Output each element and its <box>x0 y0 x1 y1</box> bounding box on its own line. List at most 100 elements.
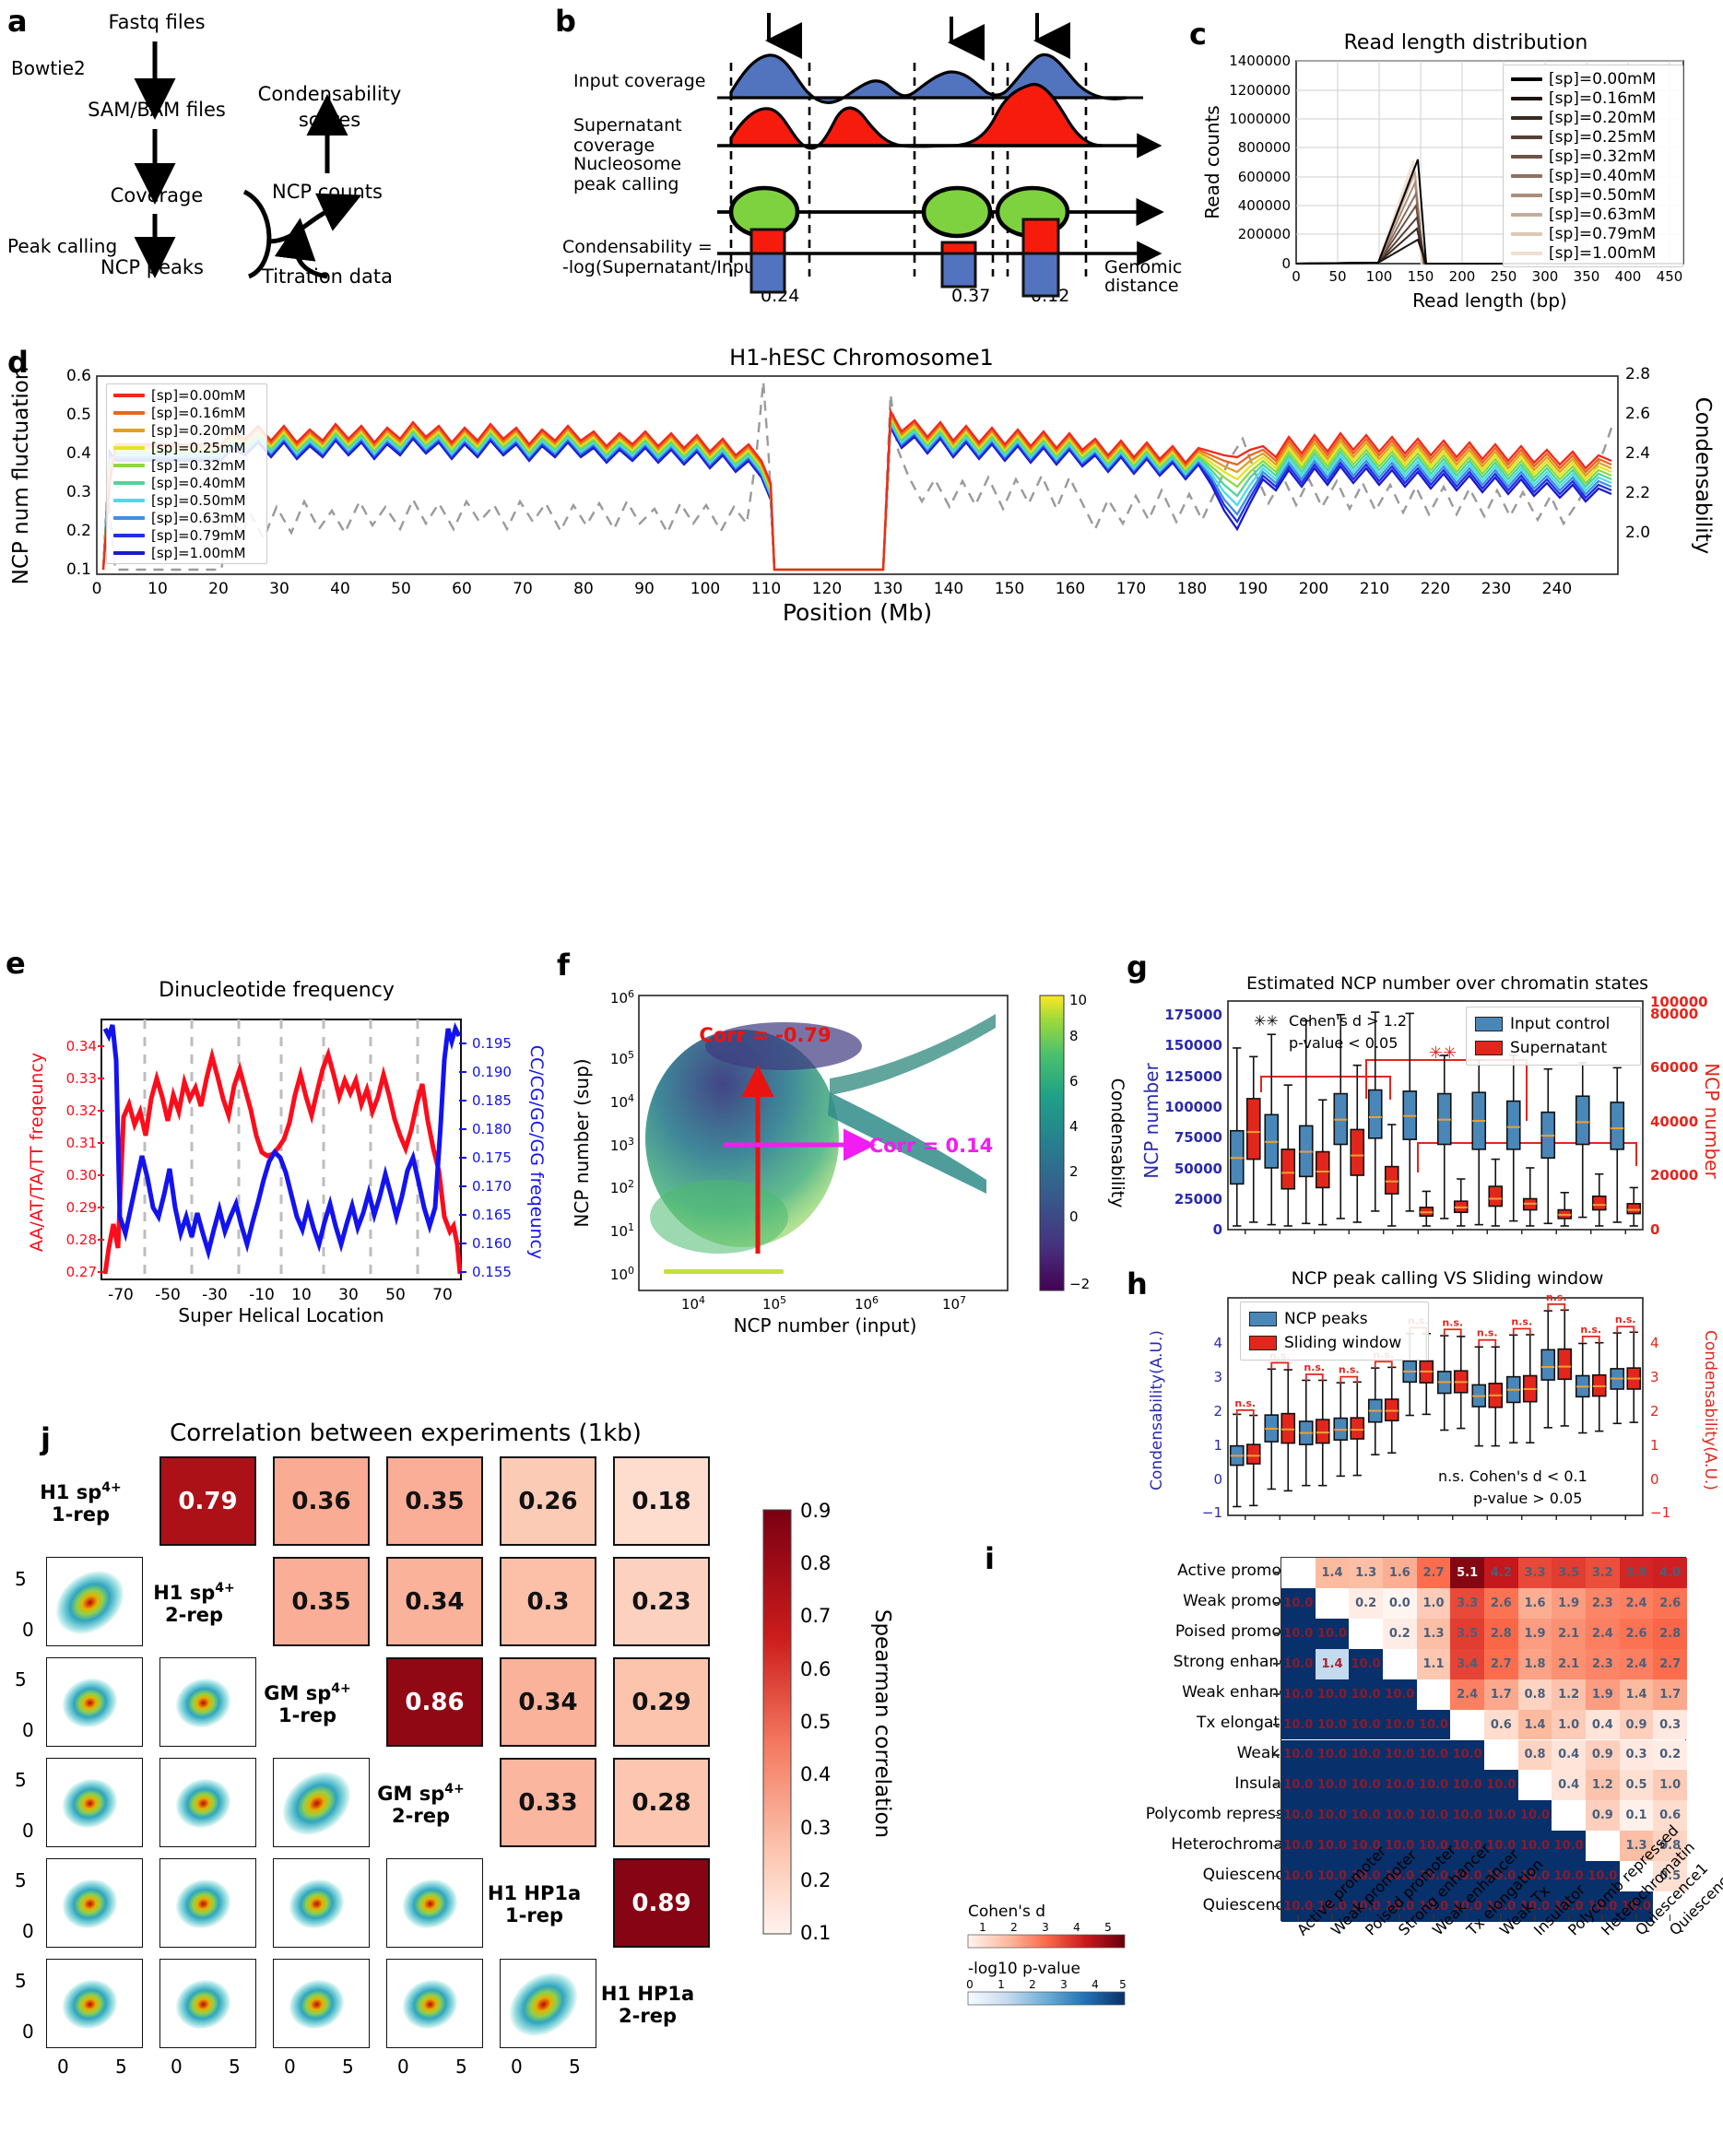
heatmap-cell: 10.0 <box>1383 1891 1417 1922</box>
heatmap-cell: 10.0 <box>1383 1770 1417 1801</box>
legend-label: [sp]=0.50mM <box>151 491 246 509</box>
svg-text:160: 160 <box>1056 580 1085 598</box>
panel-letter-g: g <box>1127 949 1148 984</box>
legend-line-swatch <box>113 393 145 397</box>
heatmap-cell: 2.1 <box>1552 1648 1586 1679</box>
svg-text:300: 300 <box>1532 268 1559 285</box>
svg-text:102: 102 <box>610 1178 634 1197</box>
heatmap-cell: 10.0 <box>1517 1800 1552 1832</box>
svg-text:1: 1 <box>979 1921 986 1934</box>
legend-line-swatch <box>113 428 145 432</box>
panel-f-ncp-scatter: f <box>553 940 1127 1337</box>
axis-tick <box>1567 1914 1570 1921</box>
svg-text:70: 70 <box>432 1286 453 1304</box>
svg-text:0: 0 <box>1281 255 1291 272</box>
boxplot-box <box>1350 1381 1365 1477</box>
diag-label-main: GM sp <box>264 1682 332 1704</box>
legend-item: [sp]=0.40mM <box>108 474 266 491</box>
heatmap-cell: 10.0 <box>1416 1739 1451 1771</box>
heatmap-cell: 10.0 <box>1281 1831 1316 1862</box>
density-blob <box>289 1980 345 2029</box>
svg-text:125000: 125000 <box>1164 1068 1222 1085</box>
svg-text:60000: 60000 <box>1650 1059 1698 1076</box>
panel-c-read-length-distribution: c Read length distribution <box>1189 0 1723 341</box>
heatmap-cell: 2.4 <box>1619 1648 1654 1679</box>
heatmap-cell: 10.0 <box>1349 1679 1383 1710</box>
svg-text:106: 106 <box>855 1294 879 1314</box>
svg-text:110: 110 <box>751 580 781 598</box>
svg-text:200: 200 <box>1449 268 1476 285</box>
heatmap-cell: 0.2 <box>1349 1587 1383 1619</box>
heatmap-cell: 1.3 <box>1349 1558 1383 1588</box>
svg-text:0: 0 <box>1292 268 1301 285</box>
panel-c-title: Read length distribution <box>1343 31 1588 54</box>
panel-i-column-labels: Active promoter Weak promoter Poised promo… <box>1280 1821 1723 2087</box>
legend-label: Sliding window <box>1284 1334 1402 1352</box>
matrix-diagonal-label: GM sp4+ 2-rep <box>362 1782 479 1827</box>
legend-label: [sp]=0.00mM <box>1549 69 1657 88</box>
svg-text:80000: 80000 <box>1650 1006 1698 1022</box>
heatmap-row-label: Quiescence2 <box>1202 1895 1304 1914</box>
ns-label: n.s. <box>1304 1361 1325 1373</box>
heatmap-row-label: Weak enhancer <box>1182 1683 1304 1702</box>
svg-text:240: 240 <box>1542 580 1572 598</box>
heatmap-cell: 10.0 <box>1416 1861 1451 1892</box>
heatmap-cell: 10.0 <box>1349 1831 1383 1862</box>
heatmap-cell: 10.0 <box>1315 1831 1350 1862</box>
svg-text:120: 120 <box>812 580 842 598</box>
legend-line-swatch <box>1511 96 1542 100</box>
heatmap-cell: 10.0 <box>1349 1800 1383 1832</box>
svg-text:100: 100 <box>1366 268 1393 285</box>
svg-text:150: 150 <box>995 580 1024 598</box>
ns-label: n.s. <box>1339 1364 1360 1376</box>
legend-item: [sp]=0.63mM <box>108 509 266 526</box>
legend-label: [sp]=1.00mM <box>1549 243 1657 263</box>
svg-text:107: 107 <box>942 1294 966 1314</box>
panel-i-colorbar-d-label: Cohen's d <box>968 1903 1046 1921</box>
diag-label-sub: 1-rep <box>52 1503 110 1526</box>
legend-line-swatch <box>113 533 145 537</box>
diag-label-main: H1 sp <box>40 1481 102 1503</box>
legend-label: [sp]=0.20mM <box>1549 108 1657 127</box>
boxplot-box <box>1610 1332 1625 1425</box>
legend-label: Input control <box>1510 1015 1611 1033</box>
label-genomic-distance-line2: distance <box>1104 276 1179 296</box>
svg-text:140: 140 <box>934 580 963 598</box>
density-blob <box>402 1980 458 2029</box>
heatmap-cell: 10.0 <box>1484 1831 1518 1862</box>
svg-text:0.180: 0.180 <box>472 1121 512 1137</box>
heatmap-cell: 10.0 <box>1281 1648 1316 1679</box>
density-blob <box>175 1879 231 1928</box>
heatmap-cell: 10.0 <box>1383 1861 1417 1892</box>
svg-text:50: 50 <box>385 1286 406 1304</box>
heatmap-cell: 2.4 <box>1619 1587 1654 1619</box>
legend-item: [sp]=1.00mM <box>1505 243 1681 263</box>
axis-tick <box>1669 1914 1671 1921</box>
boxplot-box <box>1471 1346 1487 1447</box>
heatmap-cell: 10.0 <box>1315 1891 1350 1922</box>
axis-tick <box>1635 1914 1637 1921</box>
svg-text:10: 10 <box>291 1286 312 1304</box>
svg-text:0.27: 0.27 <box>66 1264 97 1280</box>
svg-text:20000: 20000 <box>1650 1167 1698 1184</box>
legend-line-swatch <box>113 463 145 467</box>
scatter-x-ticks: 5 <box>455 2056 467 2078</box>
boxplot-box <box>1488 1346 1504 1447</box>
panel-f-annotation-corr-neg: Corr = -0.79 <box>699 1024 831 1046</box>
svg-text:0.7: 0.7 <box>800 1605 831 1627</box>
panel-e-xlabel: Super Helical Location <box>178 1304 384 1326</box>
svg-text:150000: 150000 <box>1164 1037 1222 1054</box>
boxplot-box <box>1315 1379 1330 1487</box>
svg-text:0.160: 0.160 <box>472 1235 512 1252</box>
legend-item: [sp]=0.32mM <box>1505 147 1681 166</box>
scatter-x-ticks: 0 <box>284 2056 296 2078</box>
heatmap-cell: 10.0 <box>1552 1861 1586 1892</box>
svg-text:2: 2 <box>1010 1921 1018 1934</box>
heatmap-cell: 10.0 <box>1450 1800 1484 1832</box>
panel-e-ylabel-left: AA/AT/TA/TT freqeuncy <box>27 1053 47 1252</box>
svg-text:40: 40 <box>330 580 350 598</box>
panel-letter-f: f <box>557 948 570 983</box>
boxplot-box <box>1540 1067 1556 1225</box>
svg-text:2: 2 <box>1069 1163 1079 1180</box>
svg-text:1200000: 1200000 <box>1229 82 1291 99</box>
